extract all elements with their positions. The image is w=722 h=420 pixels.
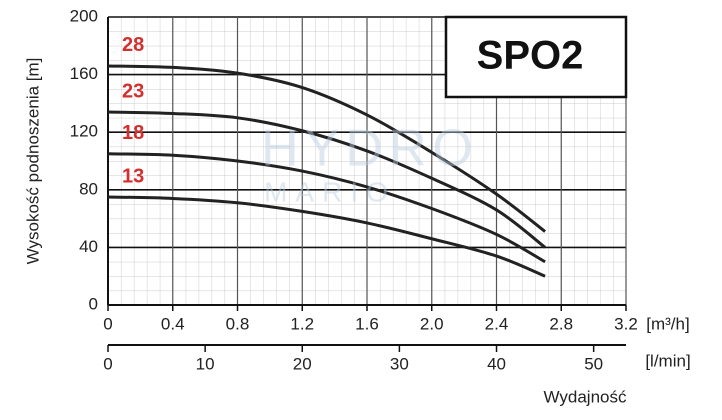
y-tick-label: 160 bbox=[70, 64, 98, 83]
x-tick-label: 0.8 bbox=[226, 314, 250, 333]
x2-tick-label: 0 bbox=[103, 354, 112, 373]
x2-tick-label: 40 bbox=[487, 354, 506, 373]
chart-title: SPO2 bbox=[477, 34, 584, 78]
curve-label: 13 bbox=[122, 165, 144, 187]
x2-tick-label: 20 bbox=[293, 354, 312, 373]
y-tick-label: 40 bbox=[79, 237, 98, 256]
x-axis-label: Wydajność bbox=[544, 387, 627, 406]
title-box bbox=[444, 15, 628, 99]
x-tick-label: 1.2 bbox=[290, 314, 314, 333]
curve-label: 18 bbox=[122, 122, 144, 144]
x-tick-label: 0 bbox=[103, 314, 112, 333]
watermark: HYDRO bbox=[261, 120, 479, 178]
x2-tick-label: 50 bbox=[584, 354, 603, 373]
curve-label: 23 bbox=[122, 80, 144, 102]
curve-label: 28 bbox=[122, 34, 144, 56]
x2-tick-label: 10 bbox=[196, 354, 215, 373]
x-tick-label: 3.2 bbox=[614, 314, 638, 333]
y-tick-label: 80 bbox=[79, 179, 98, 198]
y-tick-label: 120 bbox=[70, 122, 98, 141]
y-tick-label: 0 bbox=[89, 294, 98, 313]
x2-tick-label: 30 bbox=[390, 354, 409, 373]
y-tick-label: 200 bbox=[70, 6, 98, 25]
y-axis-label: Wysokość podnoszenia [m] bbox=[23, 58, 42, 265]
curve bbox=[107, 195, 546, 278]
x-tick-label: 2.0 bbox=[420, 314, 444, 333]
curve bbox=[107, 110, 546, 249]
curve bbox=[107, 152, 546, 264]
x2-unit: [l/min] bbox=[645, 351, 690, 370]
x-tick-label: 2.4 bbox=[485, 314, 509, 333]
x-tick-label: 0.4 bbox=[161, 314, 185, 333]
x-tick-label: 2.8 bbox=[549, 314, 573, 333]
curve bbox=[107, 64, 546, 233]
x-tick-label: 1.6 bbox=[355, 314, 379, 333]
watermark: MARIO bbox=[264, 176, 396, 207]
x-unit: [m³/h] bbox=[646, 314, 689, 333]
